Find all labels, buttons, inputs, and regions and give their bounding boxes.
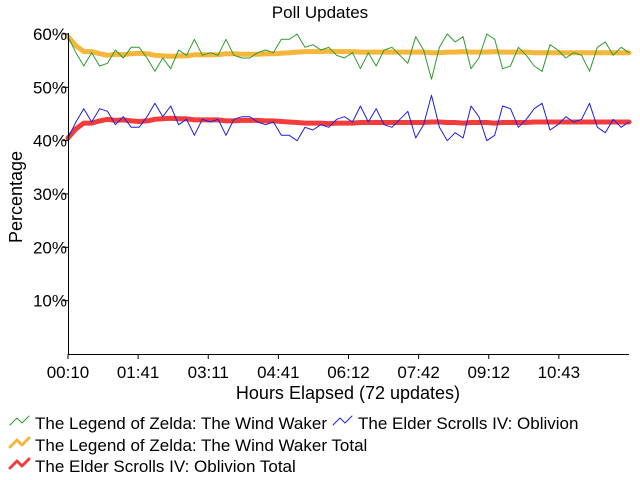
y-tick-label: 30% xyxy=(33,185,67,204)
x-ticks: 00:10 01:41 03:11 04:41 06:12 07:42 09:12 10:43 xyxy=(47,354,580,382)
series-line-the-legend-of-zelda-the-wind-waker xyxy=(67,33,630,80)
legend-label-the-elder-scrolls-iv-oblivion: The Elder Scrolls IV: Oblivion xyxy=(358,414,578,433)
y-tick-label: 50% xyxy=(33,78,67,97)
x-tick-label: 07:42 xyxy=(397,363,440,382)
x-tick-label: 06:12 xyxy=(327,363,370,382)
series-line-the-elder-scrolls-iv-oblivion-total xyxy=(65,115,632,141)
y-tick-label: 20% xyxy=(33,238,67,257)
x-tick-label: 04:41 xyxy=(257,363,300,382)
legend-swatch-the-legend-of-zelda-the-wind-waker xyxy=(9,415,30,426)
legend-swatch-the-legend-of-zelda-the-wind-waker-total xyxy=(8,436,31,449)
x-tick-label: 09:12 xyxy=(467,363,510,382)
y-tick-label: 10% xyxy=(33,292,67,311)
plot-series xyxy=(65,33,632,142)
y-tick-label: 40% xyxy=(33,132,67,151)
x-tick-label: 03:11 xyxy=(188,363,229,382)
y-tick-label: 60% xyxy=(33,25,67,44)
legend-label-the-legend-of-zelda-the-wind-waker: The Legend of Zelda: The Wind Waker xyxy=(35,414,327,433)
y-ticks: 10% 20% 30% 40% 50% 60% xyxy=(33,25,68,311)
series-line-the-elder-scrolls-iv-oblivion xyxy=(67,94,630,142)
x-tick-label: 10:43 xyxy=(538,363,581,382)
y-axis-title: Percentage xyxy=(6,151,26,243)
legend-swatch-the-elder-scrolls-iv-oblivion-total xyxy=(8,457,31,470)
chart-title: Poll Updates xyxy=(272,3,368,22)
legend: The Legend of Zelda: The Wind Waker The E… xyxy=(8,414,578,476)
legend-swatch-the-elder-scrolls-iv-oblivion xyxy=(332,415,353,426)
x-tick-label: 01:41 xyxy=(117,363,160,382)
legend-label-the-legend-of-zelda-the-wind-waker-total: The Legend of Zelda: The Wind Waker Tota… xyxy=(35,436,367,455)
x-tick-label: 00:10 xyxy=(47,363,90,382)
series-line-the-legend-of-zelda-the-wind-waker-total xyxy=(65,34,632,59)
legend-label-the-elder-scrolls-iv-oblivion-total: The Elder Scrolls IV: Oblivion Total xyxy=(35,457,296,476)
x-axis-title: Hours Elapsed (72 updates) xyxy=(236,383,460,403)
